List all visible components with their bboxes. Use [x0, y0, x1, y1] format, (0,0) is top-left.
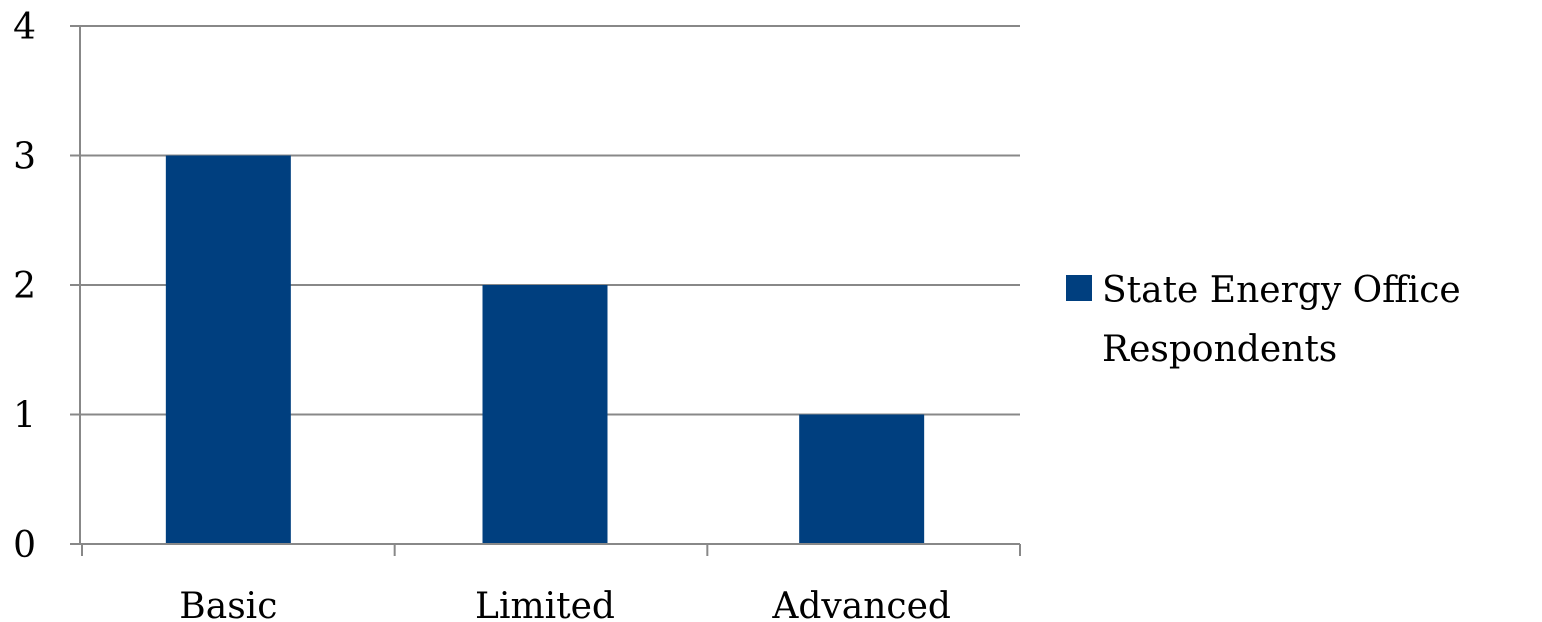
- x-tick-labels: Basic Limited Advanced: [179, 586, 951, 622]
- legend-label-line-1: State Energy Office: [1102, 270, 1461, 311]
- bar-basic: [166, 156, 291, 545]
- legend-label-line-2: Respondents: [1102, 329, 1337, 370]
- y-tick-label-0: 0: [13, 525, 36, 566]
- bars: [166, 156, 924, 545]
- x-tick-label-advanced: Advanced: [771, 586, 951, 622]
- bar-limited: [483, 285, 608, 544]
- x-tick-label-limited: Limited: [475, 586, 615, 622]
- y-tick-label-2: 2: [13, 266, 36, 307]
- y-tick-label-4: 4: [13, 7, 36, 48]
- x-tick-label-basic: Basic: [179, 586, 277, 622]
- legend-swatch: [1066, 275, 1092, 301]
- legend: State Energy Office Respondents: [1066, 270, 1461, 370]
- y-tick-label-1: 1: [13, 396, 36, 437]
- y-tick-label-3: 3: [13, 137, 36, 178]
- bar-advanced: [799, 415, 924, 545]
- y-tick-labels: 0 1 2 3 4: [13, 7, 36, 566]
